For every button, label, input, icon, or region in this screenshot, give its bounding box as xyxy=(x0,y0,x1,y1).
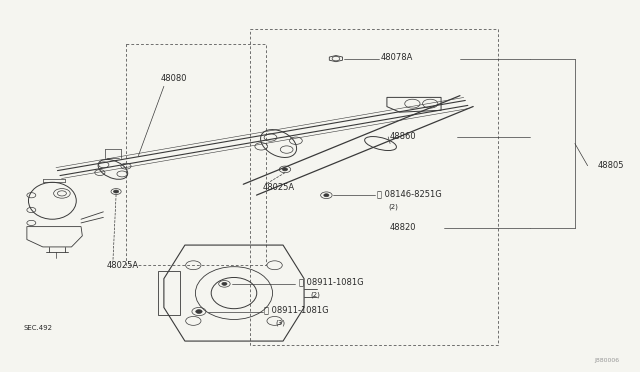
Text: 48025A: 48025A xyxy=(262,183,295,192)
Circle shape xyxy=(196,310,202,313)
Text: 48860: 48860 xyxy=(390,132,417,141)
Text: 48820: 48820 xyxy=(390,223,417,232)
Text: 48078A: 48078A xyxy=(381,53,413,62)
Text: (3): (3) xyxy=(275,320,285,326)
Text: (2): (2) xyxy=(310,292,320,298)
Circle shape xyxy=(222,282,227,285)
Text: 48805: 48805 xyxy=(597,161,624,170)
Text: J880006: J880006 xyxy=(595,358,620,363)
Text: 48025A: 48025A xyxy=(106,261,139,270)
Text: Ⓑ 08146-8251G: Ⓑ 08146-8251G xyxy=(378,189,442,198)
Text: Ⓝ 08911-1081G: Ⓝ 08911-1081G xyxy=(264,305,328,314)
Text: Ⓝ 08911-1081G: Ⓝ 08911-1081G xyxy=(299,278,364,286)
Text: 48080: 48080 xyxy=(161,74,187,83)
Circle shape xyxy=(324,194,329,197)
Text: SEC.492: SEC.492 xyxy=(24,325,52,331)
Circle shape xyxy=(113,190,118,193)
Circle shape xyxy=(282,168,287,171)
Text: (2): (2) xyxy=(389,203,399,209)
